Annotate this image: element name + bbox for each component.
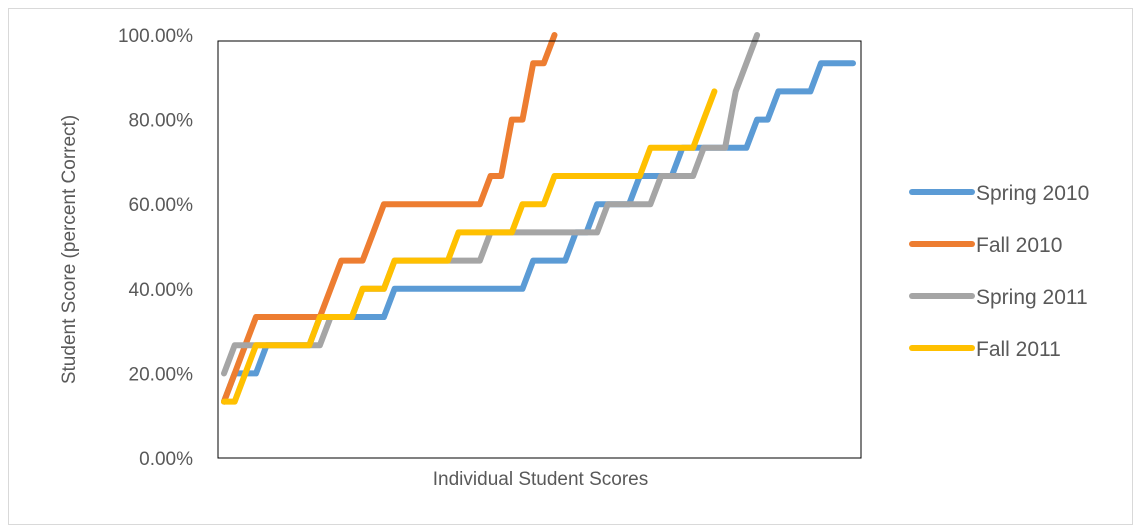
legend-label: Fall 2010 <box>976 234 1062 257</box>
legend-label: Spring 2010 <box>976 182 1089 205</box>
series-line-spring-2011 <box>221 32 761 377</box>
y-tick-label: 40.00% <box>129 280 194 301</box>
legend-label: Spring 2011 <box>976 286 1088 309</box>
y-axis-ticks: 0.00% 20.00% 40.00% 60.00% 80.00% 100.00% <box>118 26 193 470</box>
y-tick-label: 100.00% <box>118 26 193 47</box>
legend: Spring 2010 Fall 2010 Spring 2011 Fall 2011 <box>909 182 1089 361</box>
plot-border <box>217 40 862 459</box>
chart-area <box>8 8 1133 525</box>
y-tick-label: 0.00% <box>139 449 193 470</box>
y-tick-label: 60.00% <box>129 195 194 216</box>
series-line-fall-2011 <box>221 88 718 405</box>
legend-label: Fall 2011 <box>976 338 1061 361</box>
y-tick-label: 80.00% <box>129 111 194 132</box>
y-axis-title: Student Score (percent Correct) <box>59 115 80 384</box>
x-axis-title: Individual Student Scores <box>433 469 648 490</box>
series-line-fall-2010 <box>221 32 558 405</box>
plot-series <box>221 32 856 405</box>
y-tick-label: 20.00% <box>129 364 194 385</box>
